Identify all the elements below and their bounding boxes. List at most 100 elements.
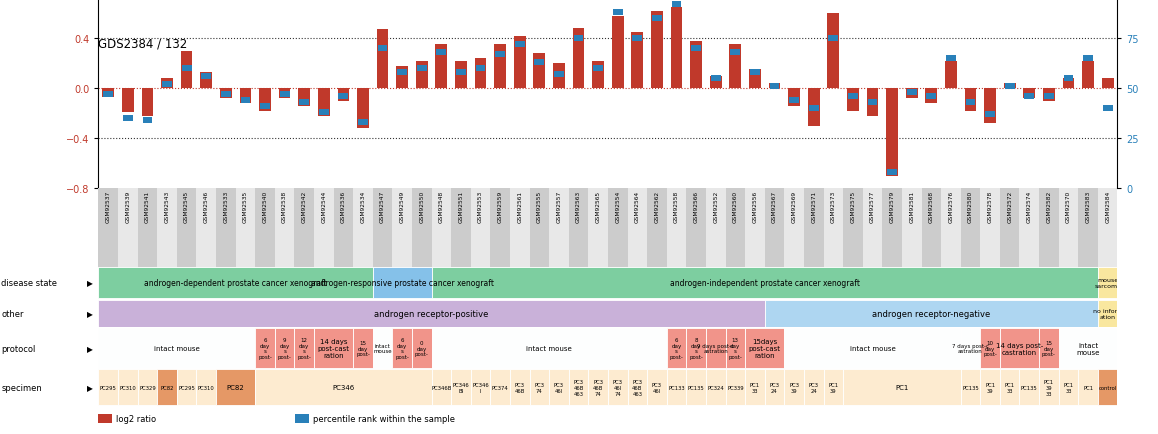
Text: GSM92540: GSM92540 (263, 191, 267, 223)
Bar (353, 329, 373, 368)
Bar (745, 189, 764, 267)
Bar (1098, 370, 1117, 405)
Bar (926, 94, 936, 100)
Bar (863, 189, 882, 267)
Bar (647, 370, 667, 405)
Bar (255, 370, 432, 405)
Bar (393, 329, 412, 368)
Bar (999, 329, 1039, 368)
Bar (784, 370, 804, 405)
Bar (496, 52, 505, 58)
Bar (376, 30, 388, 89)
Bar (515, 42, 525, 48)
Text: GSM92538: GSM92538 (283, 191, 287, 223)
Bar (573, 36, 584, 42)
Bar (314, 189, 334, 267)
Bar (1004, 84, 1016, 89)
Bar (981, 189, 999, 267)
Text: 12
day
s
post-: 12 day s post- (298, 337, 312, 359)
Text: PC3
74: PC3 74 (534, 382, 544, 393)
Bar (628, 189, 647, 267)
Bar (201, 74, 211, 80)
Bar (770, 84, 779, 90)
Text: GSM92564: GSM92564 (635, 191, 640, 222)
Bar (240, 89, 251, 104)
Text: PC3
24: PC3 24 (808, 382, 819, 393)
Bar (907, 90, 917, 96)
Bar (294, 189, 314, 267)
Bar (1101, 79, 1114, 89)
Bar (726, 329, 745, 368)
Bar (823, 189, 843, 267)
Bar (122, 89, 133, 113)
Text: GSM92554: GSM92554 (615, 191, 621, 223)
Bar (510, 189, 529, 267)
Text: androgen receptor-negative: androgen receptor-negative (872, 309, 990, 318)
Text: GSM92563: GSM92563 (576, 191, 581, 222)
Text: GSM92534: GSM92534 (360, 191, 366, 223)
Bar (279, 89, 291, 99)
Text: GSM92553: GSM92553 (478, 191, 483, 223)
Text: GSM92556: GSM92556 (753, 191, 757, 222)
Bar (1019, 189, 1039, 267)
Bar (338, 94, 349, 100)
Bar (984, 89, 996, 124)
Text: PC310: PC310 (198, 385, 214, 390)
Text: ▶: ▶ (87, 344, 93, 353)
Bar (437, 50, 446, 56)
Text: ▶: ▶ (87, 309, 93, 318)
Bar (494, 45, 506, 89)
Bar (687, 189, 706, 267)
Bar (241, 98, 250, 104)
Bar (396, 66, 408, 89)
Text: GSM92570: GSM92570 (1067, 191, 1071, 223)
Bar (432, 267, 1098, 299)
Text: log2 ratio: log2 ratio (116, 414, 156, 423)
Bar (161, 79, 173, 89)
Text: specimen: specimen (1, 383, 42, 392)
Bar (432, 189, 452, 267)
Bar (667, 370, 687, 405)
Text: GSM92575: GSM92575 (850, 191, 856, 223)
Bar (769, 84, 780, 89)
Text: GSM92557: GSM92557 (557, 191, 562, 223)
Text: PC1: PC1 (895, 385, 909, 390)
Bar (476, 66, 485, 72)
Text: GSM92541: GSM92541 (145, 191, 149, 222)
Bar (999, 370, 1019, 405)
Text: PC1
39: PC1 39 (985, 382, 995, 393)
Bar (235, 189, 255, 267)
Bar (985, 112, 995, 118)
Text: PC295: PC295 (178, 385, 195, 390)
Text: PC82: PC82 (227, 385, 244, 390)
Bar (412, 189, 432, 267)
Bar (529, 370, 549, 405)
Bar (221, 92, 230, 98)
Bar (197, 189, 217, 267)
Bar (804, 370, 823, 405)
Text: 14 days post-
castration: 14 days post- castration (996, 342, 1043, 355)
Bar (1039, 189, 1058, 267)
Bar (731, 50, 740, 56)
Bar (138, 189, 157, 267)
Bar (764, 189, 784, 267)
Text: GSM92565: GSM92565 (595, 191, 601, 222)
Bar (98, 370, 118, 405)
Bar (318, 110, 329, 116)
Text: 8
day
s
post-: 8 day s post- (689, 337, 703, 359)
Bar (353, 189, 373, 267)
Bar (887, 170, 897, 176)
Text: control: control (1099, 385, 1116, 390)
Bar (334, 189, 353, 267)
Text: PC3
46B
74: PC3 46B 74 (593, 379, 603, 396)
Bar (647, 189, 667, 267)
Text: 10
day
post-: 10 day post- (983, 340, 997, 357)
Bar (373, 189, 393, 267)
Text: GSM92579: GSM92579 (889, 191, 895, 223)
Text: GSM92582: GSM92582 (1047, 191, 1051, 223)
Bar (1045, 94, 1054, 100)
Bar (510, 370, 529, 405)
Bar (1083, 56, 1093, 62)
Bar (549, 189, 569, 267)
Text: PC329: PC329 (139, 385, 156, 390)
